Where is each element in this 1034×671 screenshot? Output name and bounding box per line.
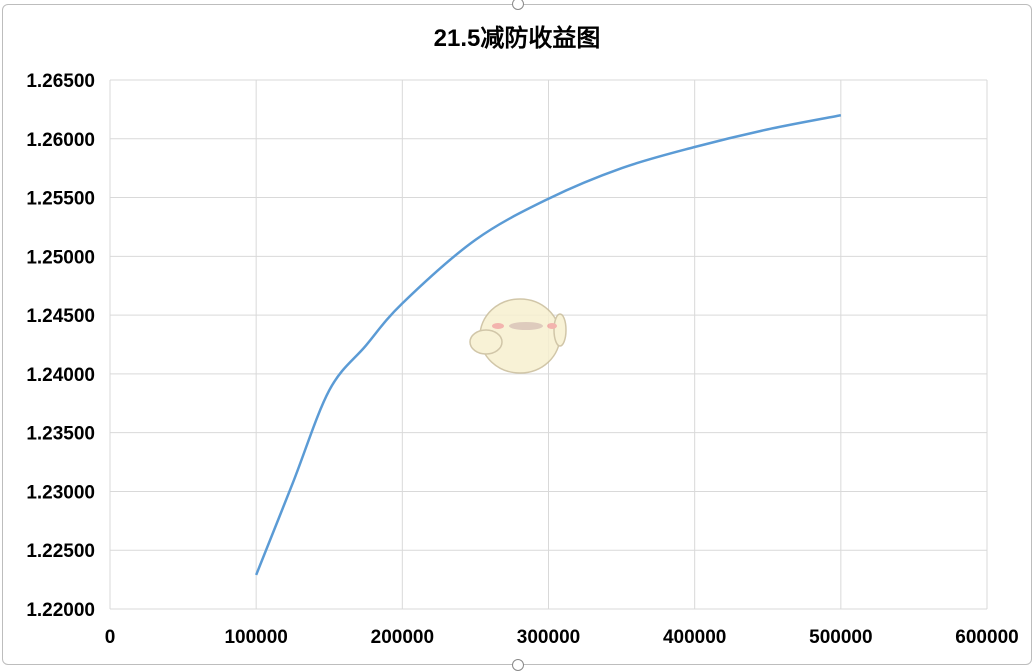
x-tick-label: 500000 [809,627,872,648]
resize-handle-top[interactable] [512,0,524,10]
y-tick-label: 1.26500 [26,71,95,92]
y-tick-label: 1.25500 [26,189,95,210]
y-tick-label: 1.22000 [26,600,95,621]
x-tick-label: 100000 [224,627,287,648]
chart-title: 21.5减防收益图 [433,25,601,52]
y-tick-label: 1.22500 [26,541,95,562]
y-tick-label: 1.24500 [26,306,95,327]
y-tick-label: 1.25000 [26,247,95,268]
x-tick-label: 200000 [371,627,434,648]
y-tick-label: 1.23500 [26,424,95,445]
series-line [255,114,842,576]
y-tick-label: 1.23000 [26,482,95,503]
x-tick-label: 300000 [517,627,580,648]
x-tick-label: 0 [105,627,116,648]
y-tick-label: 1.24000 [26,365,95,386]
x-tick-label: 600000 [955,627,1018,648]
mascot-watermark [469,298,567,374]
x-tick-label: 400000 [663,627,726,648]
y-tick-label: 1.26000 [26,130,95,151]
